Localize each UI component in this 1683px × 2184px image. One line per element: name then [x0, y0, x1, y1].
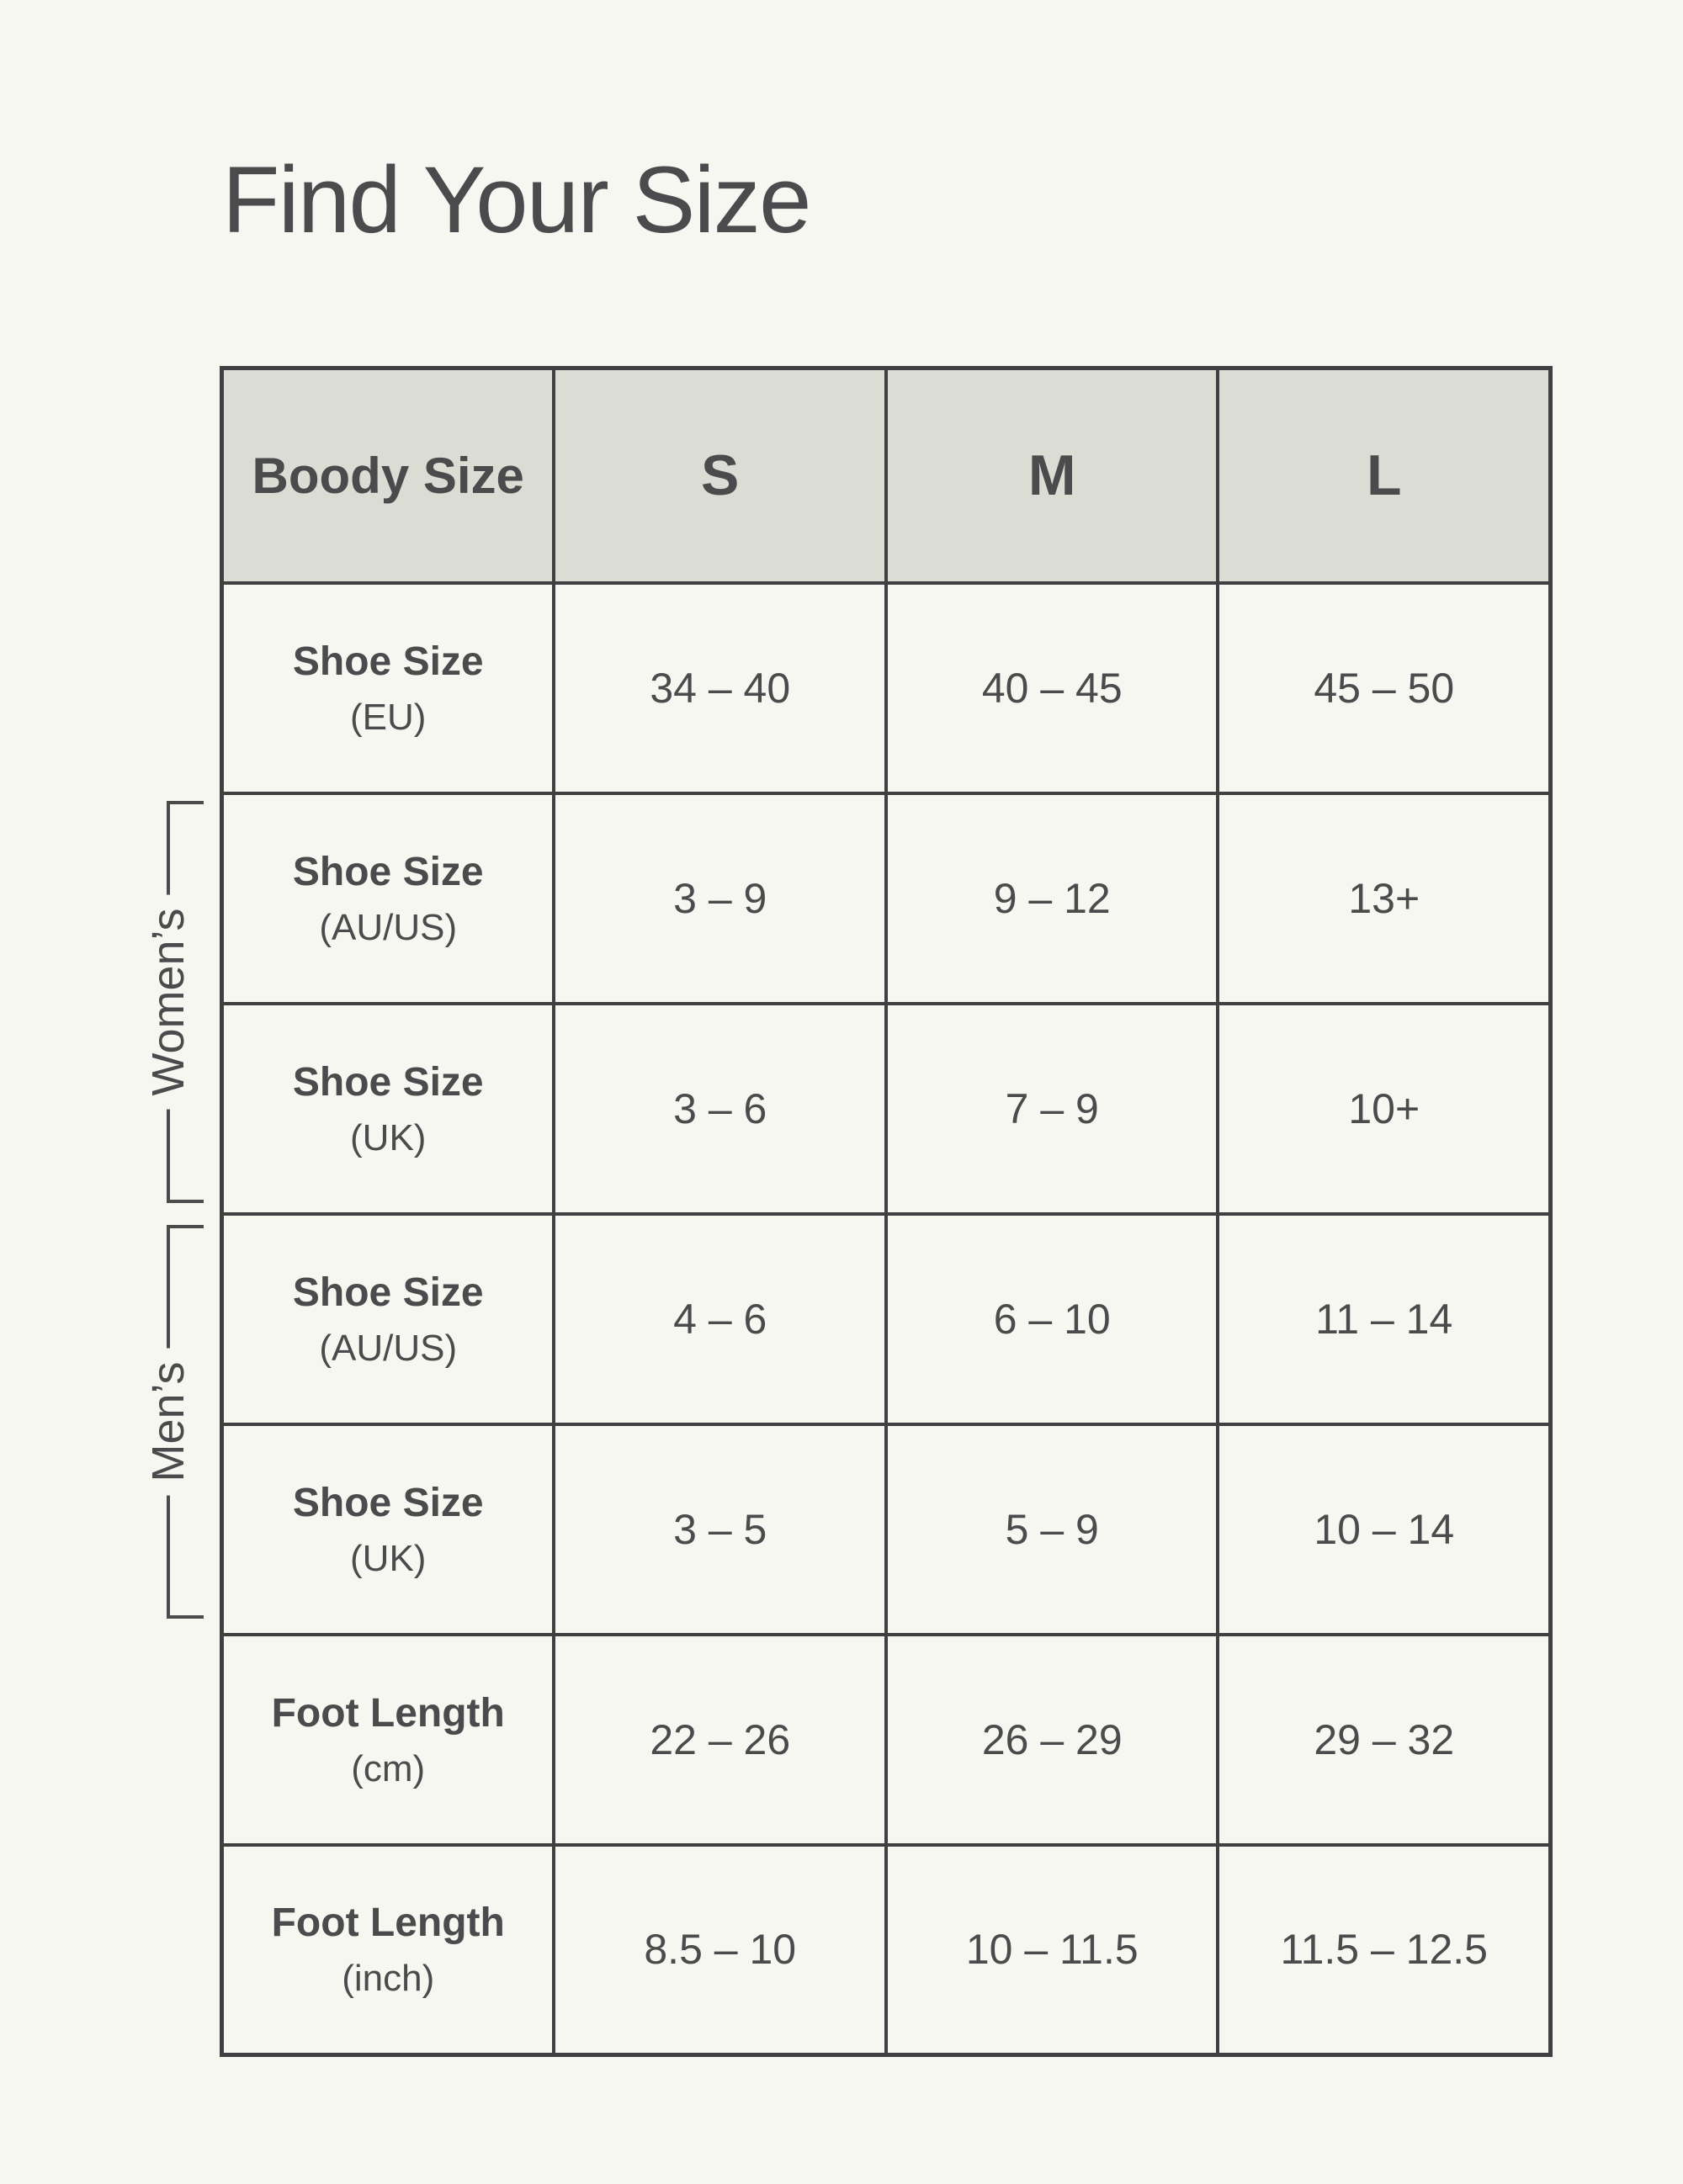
- row-label-unit: (UK): [350, 1116, 427, 1158]
- womens-group-bracket: Women’s: [142, 801, 204, 1203]
- cell-value: 13+: [1216, 791, 1553, 1005]
- table-row-womens-shoe-size-uk: Shoe Size (UK) 3 – 6 7 – 9 10+: [220, 1001, 1553, 1216]
- cell-value: 45 – 50: [1216, 580, 1553, 795]
- row-label-unit: (AU/US): [319, 1327, 458, 1369]
- row-label: Foot Length (cm): [220, 1632, 556, 1847]
- cell-value: 6 – 10: [884, 1211, 1220, 1426]
- header-size-s: S: [552, 366, 888, 585]
- table-row-foot-length-inch: Foot Length (inch) 8.5 – 10 10 – 11.5 11…: [220, 1842, 1553, 2057]
- header-row: Boody Size S M L: [220, 366, 1553, 585]
- row-label-unit: (AU/US): [319, 906, 458, 948]
- row-label-unit: (UK): [350, 1537, 427, 1579]
- table-row-foot-length-cm: Foot Length (cm) 22 – 26 26 – 29 29 – 32: [220, 1632, 1553, 1847]
- cell-value: 10+: [1216, 1001, 1553, 1216]
- cell-value: 9 – 12: [884, 791, 1220, 1005]
- header-size-m: M: [884, 366, 1220, 585]
- cell-value: 4 – 6: [552, 1211, 888, 1426]
- row-label-title: Shoe Size: [292, 1270, 484, 1315]
- row-label-unit: (inch): [342, 1958, 435, 2000]
- cell-value: 3 – 5: [552, 1422, 888, 1636]
- cell-value: 3 – 6: [552, 1001, 888, 1216]
- table-row-mens-shoe-size-uk: Shoe Size (UK) 3 – 5 5 – 9 10 – 14: [220, 1422, 1553, 1636]
- cell-value: 7 – 9: [884, 1001, 1220, 1216]
- cell-value: 5 – 9: [884, 1422, 1220, 1636]
- mens-group-label: Men’s: [142, 1348, 194, 1496]
- cell-value: 26 – 29: [884, 1632, 1220, 1847]
- row-label-title: Shoe Size: [292, 639, 484, 684]
- size-chart-table: Boody Size S M L Shoe Size (EU) 34 – 40 …: [220, 366, 1553, 2057]
- mens-group-bracket: Men’s: [142, 1225, 204, 1619]
- cell-value: 11.5 – 12.5: [1216, 1842, 1553, 2057]
- womens-group-label: Women’s: [142, 894, 194, 1110]
- cell-value: 8.5 – 10: [552, 1842, 888, 2057]
- row-label-title: Shoe Size: [292, 1480, 484, 1525]
- row-label-title: Foot Length: [271, 1690, 505, 1736]
- cell-value: 10 – 14: [1216, 1422, 1553, 1636]
- cell-value: 3 – 9: [552, 791, 888, 1005]
- header-size-l: L: [1216, 366, 1553, 585]
- row-label: Shoe Size (AU/US): [220, 1211, 556, 1426]
- cell-value: 40 – 45: [884, 580, 1220, 795]
- row-label: Shoe Size (UK): [220, 1001, 556, 1216]
- row-label-title: Shoe Size: [292, 849, 484, 894]
- row-label-unit: (EU): [350, 696, 427, 738]
- row-label: Foot Length (inch): [220, 1842, 556, 2057]
- table-row-shoe-size-eu: Shoe Size (EU) 34 – 40 40 – 45 45 – 50: [220, 580, 1553, 795]
- header-boody-size: Boody Size: [220, 366, 556, 585]
- cell-value: 22 – 26: [552, 1632, 888, 1847]
- cell-value: 34 – 40: [552, 580, 888, 795]
- cell-value: 11 – 14: [1216, 1211, 1553, 1426]
- row-label: Shoe Size (AU/US): [220, 791, 556, 1005]
- row-label: Shoe Size (EU): [220, 580, 556, 795]
- cell-value: 29 – 32: [1216, 1632, 1553, 1847]
- page-title: Find Your Size: [222, 147, 811, 252]
- row-label-title: Shoe Size: [292, 1059, 484, 1105]
- row-label-title: Foot Length: [271, 1900, 505, 1946]
- table-row-mens-shoe-size-auus: Shoe Size (AU/US) 4 – 6 6 – 10 11 – 14: [220, 1211, 1553, 1426]
- table-row-womens-shoe-size-auus: Shoe Size (AU/US) 3 – 9 9 – 12 13+: [220, 791, 1553, 1005]
- size-chart-header: Boody Size S M L: [220, 366, 1553, 585]
- row-label: Shoe Size (UK): [220, 1422, 556, 1636]
- row-label-unit: (cm): [351, 1747, 426, 1789]
- cell-value: 10 – 11.5: [884, 1842, 1220, 2057]
